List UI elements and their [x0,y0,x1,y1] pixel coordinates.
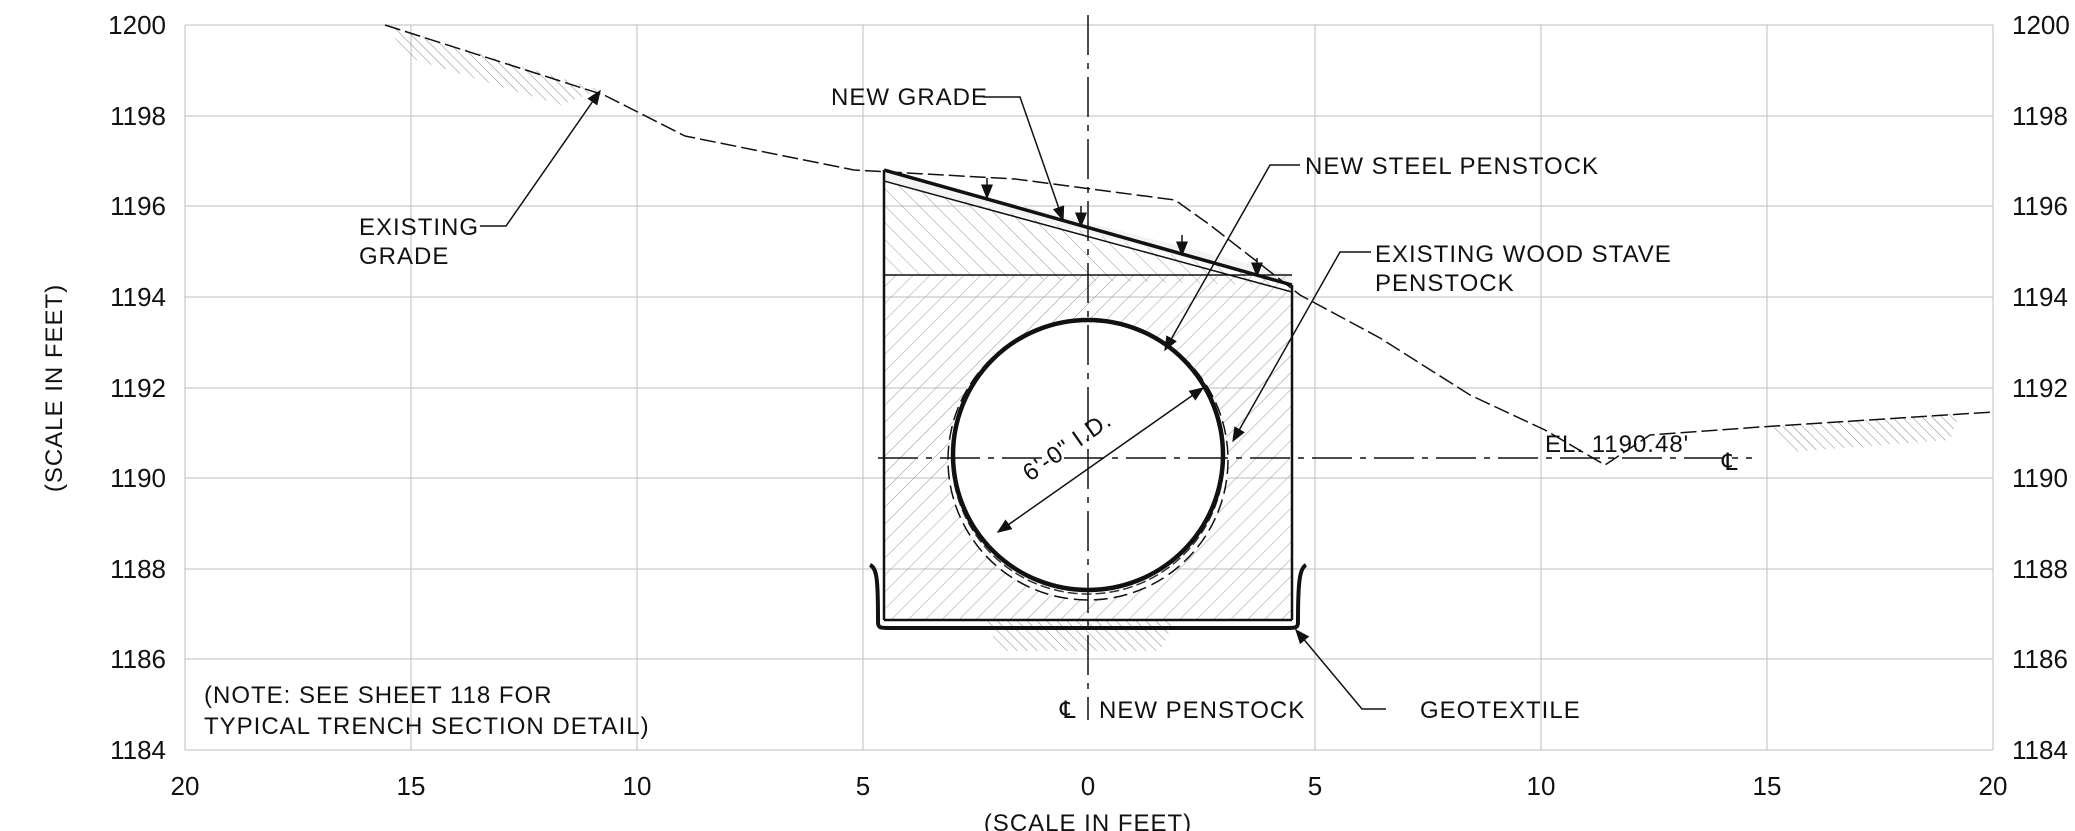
y-tick-label: 1184 [110,735,166,765]
centerline-symbol-bottom: ℄ [1059,697,1076,724]
y-tick-label: 1198 [110,101,166,131]
y-tick-label: 1190 [2012,463,2068,493]
x-axis-ticks: 20 15 10 5 0 5 10 15 20 [171,771,2008,801]
y-axis-ticks-left: 1200 1198 1196 1194 1192 1190 1188 1186 … [108,10,166,765]
label-existing-grade-2: GRADE [359,243,449,270]
y-tick-label: 1188 [110,554,166,584]
y-tick-label: 1186 [110,644,166,674]
y-axis-ticks-right: 1200 1198 1196 1194 1192 1190 1188 1186 … [2012,10,2070,765]
label-new-penstock: NEW PENSTOCK [1099,697,1305,724]
new-grade-arrows [981,178,1263,278]
label-existing-grade: EXISTING [359,214,479,241]
x-tick-label: 0 [1081,771,1095,801]
x-axis-title: (SCALE IN FEET) [984,810,1192,831]
y-axis-title: (SCALE IN FEET) [41,284,68,492]
x-tick-label: 20 [1979,771,2008,801]
y-tick-label: 1194 [110,282,166,312]
x-tick-label: 5 [1308,771,1322,801]
y-tick-label: 1190 [110,463,166,493]
existing-grade-hatch-left [385,25,600,105]
y-tick-label: 1192 [110,373,166,403]
note-line-2: TYPICAL TRENCH SECTION DETAIL) [204,713,650,740]
label-existing-wood-stave-2: PENSTOCK [1375,270,1515,297]
x-tick-label: 5 [856,771,870,801]
bedding-hatch-below [985,620,1175,651]
note-line-1: (NOTE: SEE SHEET 118 FOR [204,682,553,709]
existing-grade-hatch-right [1768,413,1960,452]
y-tick-label: 1196 [2012,191,2068,221]
existing-grade-line [384,24,1994,466]
leaders [480,89,1386,710]
x-tick-label: 10 [1527,771,1556,801]
y-tick-label: 1184 [2012,735,2068,765]
label-existing-wood-stave: EXISTING WOOD STAVE [1375,241,1672,268]
x-tick-label: 20 [171,771,200,801]
x-tick-label: 15 [1753,771,1782,801]
y-tick-label: 1192 [2012,373,2068,403]
y-tick-label: 1196 [110,191,166,221]
y-tick-label: 1188 [2012,554,2068,584]
x-tick-label: 10 [623,771,652,801]
label-new-steel-penstock: NEW STEEL PENSTOCK [1305,153,1599,180]
y-tick-label: 1194 [2012,282,2068,312]
y-tick-label: 1200 [108,10,166,40]
centerline-symbol-right: ℄ [1721,449,1738,476]
y-tick-label: 1200 [2012,10,2070,40]
geotextile-liner [868,563,1308,630]
label-geotextile: GEOTEXTILE [1420,697,1581,724]
label-elevation: EL. 1190.48' [1545,431,1689,458]
y-tick-label: 1186 [2012,644,2068,674]
x-tick-label: 15 [397,771,426,801]
y-tick-label: 1198 [2012,101,2068,131]
label-new-grade: NEW GRADE [831,84,988,111]
